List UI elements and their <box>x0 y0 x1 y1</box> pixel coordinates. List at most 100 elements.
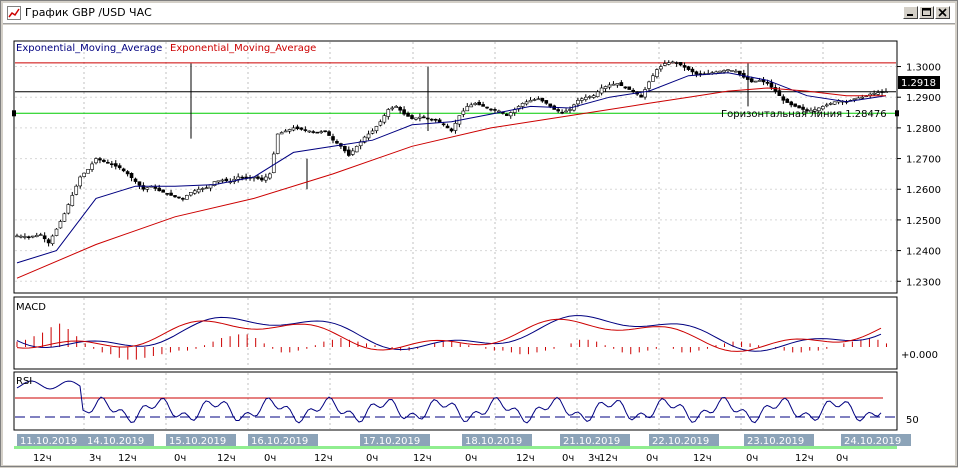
candle-body <box>264 176 268 181</box>
candle-body <box>666 62 671 65</box>
candle-body <box>370 130 375 134</box>
candle-body <box>860 96 865 99</box>
candle-body <box>824 104 829 107</box>
candle-body <box>78 176 82 187</box>
candle-body <box>639 94 643 98</box>
candle-body <box>777 90 782 96</box>
candle-body <box>473 103 478 105</box>
horizontal-line-label: Горизонтальная линия 1.28476 <box>721 109 887 120</box>
title-bar[interactable]: График GBP /USD ЧАС <box>3 3 955 24</box>
candle-body <box>852 98 857 101</box>
candle-body <box>781 96 786 101</box>
date-label: 22.10.2019 <box>652 436 709 447</box>
candle-body <box>560 111 564 114</box>
candle-body <box>532 99 537 101</box>
candle-body <box>200 188 205 190</box>
price-chart[interactable]: 1.3000 1.2900 1.2800 1.2700 1.2600 1.2500 1.24… <box>3 25 955 465</box>
candle-body <box>299 127 304 130</box>
candle-body <box>805 109 809 112</box>
candle-body <box>753 80 758 83</box>
candle-body <box>307 130 312 133</box>
candle-body <box>70 195 75 206</box>
candle-body <box>386 109 391 117</box>
candle-body <box>185 195 189 200</box>
candle-body <box>161 189 165 193</box>
candle-body <box>556 109 560 112</box>
candle-body <box>260 177 264 181</box>
date-label: 16.10.2019 <box>251 436 308 447</box>
candle-body <box>291 127 296 131</box>
candle-body <box>504 113 509 116</box>
candle-body <box>422 116 426 119</box>
candle-body <box>674 62 679 64</box>
candle-body <box>133 178 138 182</box>
candle-body <box>311 131 316 133</box>
hour-label: 12ч <box>33 453 52 464</box>
macd-series <box>16 315 887 360</box>
candle-body <box>623 86 628 89</box>
candle-body <box>74 185 79 195</box>
macd-panel <box>13 296 898 370</box>
minimize-icon <box>907 14 913 16</box>
candle-body <box>38 234 43 236</box>
candle-body <box>520 103 525 107</box>
candle-body <box>591 95 596 98</box>
close-button[interactable] <box>935 6 950 19</box>
rsi-50-tick: 50 <box>906 415 919 426</box>
session-bar <box>14 446 897 449</box>
y-tick-label: 1.2600 <box>906 185 941 196</box>
y-tick-label: 1.2300 <box>906 277 941 288</box>
y-tick-label: 1.2800 <box>906 124 941 135</box>
candle-body <box>718 70 722 73</box>
hour-label: 12ч <box>217 453 236 464</box>
line-handle-right <box>895 110 899 117</box>
candle-body <box>678 62 683 66</box>
hour-label: 3ч <box>588 453 600 464</box>
grid <box>15 42 896 429</box>
candle-body <box>102 159 106 162</box>
chart-area[interactable]: 1.3000 1.2900 1.2800 1.2700 1.2600 1.2500 1.24… <box>3 25 955 465</box>
hour-label: 12ч <box>599 453 618 464</box>
candle-body <box>730 70 734 72</box>
ema-fast-label: Exponential_Moving_Average <box>16 43 162 54</box>
hour-label: 0ч <box>465 453 477 464</box>
minimize-button[interactable] <box>903 6 918 19</box>
candle-body <box>437 119 442 123</box>
candle-body <box>627 86 632 90</box>
candle-body <box>583 96 588 100</box>
candle-body <box>275 133 280 154</box>
hour-label: 12ч <box>314 453 333 464</box>
candle-body <box>449 128 454 132</box>
candle-body <box>414 117 418 120</box>
hour-label: 3ч <box>89 453 101 464</box>
candle-body <box>204 187 209 190</box>
close-icon <box>938 8 947 17</box>
candle-body <box>453 122 458 131</box>
candle-body <box>508 112 513 117</box>
candle-body <box>607 84 612 88</box>
candle-body <box>813 109 817 112</box>
candle-body <box>224 178 229 182</box>
candle-body <box>327 131 331 136</box>
candle-body <box>279 132 284 135</box>
candle-body <box>497 110 501 113</box>
candle-body <box>694 71 699 75</box>
candle-body <box>540 97 545 102</box>
y-tick-label: 1.2400 <box>906 247 941 258</box>
candle-body <box>196 188 201 193</box>
candle-body <box>884 91 888 93</box>
candle-body <box>769 82 774 88</box>
candle-body <box>599 87 604 94</box>
candle-body <box>94 158 98 164</box>
candle-body <box>801 106 805 110</box>
candle-body <box>651 75 655 82</box>
candle-body <box>331 136 335 141</box>
candle-body <box>789 101 794 106</box>
candle-body <box>524 101 529 105</box>
restore-button[interactable] <box>919 6 934 19</box>
candle-body <box>410 115 414 119</box>
candle-body <box>374 126 379 132</box>
candle-body <box>528 99 533 103</box>
current-price-badge <box>898 76 940 89</box>
